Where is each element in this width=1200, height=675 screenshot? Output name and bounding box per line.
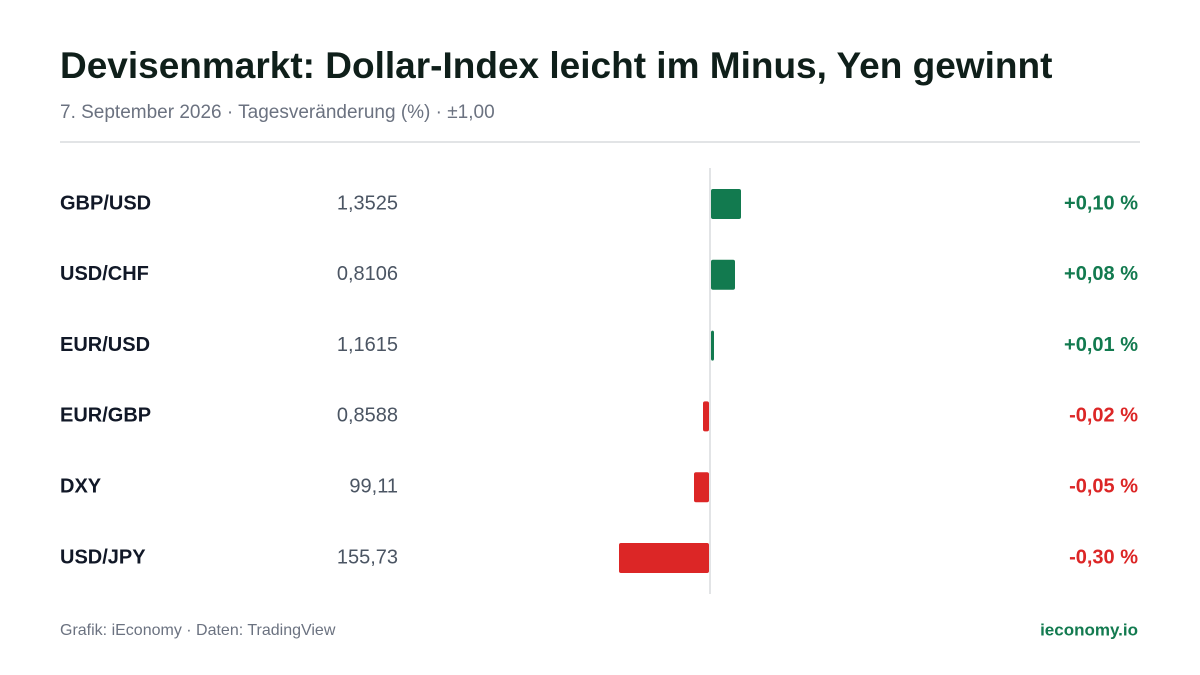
price: 0,8588 bbox=[337, 405, 398, 427]
category-label: USD/JPY bbox=[60, 546, 146, 568]
bar bbox=[711, 189, 741, 219]
source: Grafik: iEconomy · Daten: TradingView bbox=[60, 622, 336, 639]
price: 1,1615 bbox=[337, 334, 398, 356]
value-label: -0,02 % bbox=[1069, 405, 1138, 427]
bar bbox=[711, 259, 735, 290]
bar bbox=[694, 472, 709, 503]
category-label: DXY bbox=[60, 475, 102, 497]
value-label: +0,10 % bbox=[1064, 192, 1138, 214]
value-label: +0,01 % bbox=[1064, 334, 1138, 356]
value-label: -0,05 % bbox=[1069, 475, 1138, 497]
price: 99,11 bbox=[349, 475, 398, 497]
price: 1,3525 bbox=[337, 192, 398, 214]
value-label: -0,30 % bbox=[1069, 546, 1138, 568]
category-label: EUR/USD bbox=[60, 334, 150, 356]
category-label: GBP/USD bbox=[60, 192, 151, 214]
bar bbox=[703, 401, 709, 432]
category-label: EUR/GBP bbox=[60, 405, 151, 427]
brand: ieconomy.io bbox=[1040, 620, 1138, 639]
chart-title: Devisenmarkt: Dollar-Index leicht im Min… bbox=[60, 45, 1052, 86]
price: 0,8106 bbox=[337, 263, 398, 285]
bar bbox=[619, 543, 709, 573]
price: 155,73 bbox=[337, 546, 398, 568]
chart-subtitle: 7. September 2026 · Tagesveränderung (%)… bbox=[60, 102, 495, 123]
value-label: +0,08 % bbox=[1064, 263, 1138, 285]
bar bbox=[711, 330, 714, 361]
category-label: USD/CHF bbox=[60, 263, 149, 285]
